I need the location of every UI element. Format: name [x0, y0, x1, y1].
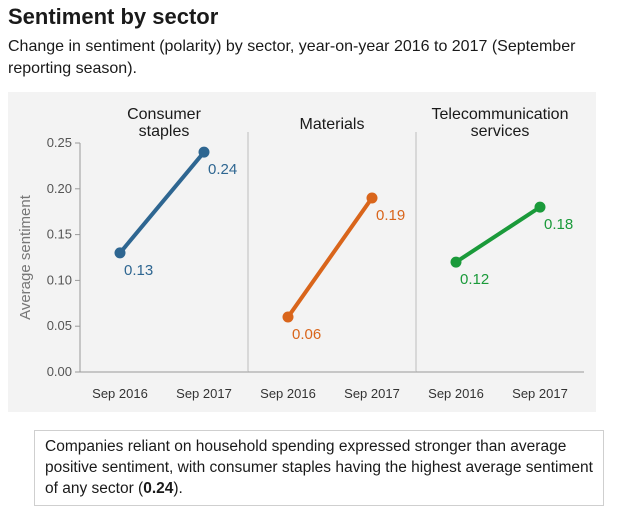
- data-label: 0.18: [544, 216, 573, 233]
- x-tick-label: Sep 2017: [344, 386, 400, 401]
- chart-subtitle: Change in sentiment (polarity) by sector…: [8, 38, 576, 77]
- chart-panel: [8, 92, 596, 412]
- sector-title: staples: [139, 123, 190, 140]
- note-text: Companies reliant on household spending …: [45, 438, 593, 497]
- x-tick-label: Sep 2017: [512, 386, 568, 401]
- data-point: [198, 146, 210, 158]
- y-tick-label: 0.20: [47, 181, 72, 196]
- data-point: [282, 311, 294, 323]
- series-line: [286, 195, 374, 320]
- x-tick-label: Sep 2017: [176, 386, 232, 401]
- x-tick-label: Sep 2016: [428, 386, 484, 401]
- sector-title: services: [471, 123, 530, 140]
- data-label: 0.19: [376, 207, 405, 224]
- note-highlight: 0.24: [143, 480, 174, 497]
- y-tick-label: 0.10: [47, 272, 72, 287]
- data-point: [534, 201, 546, 213]
- sector-title: Consumer: [127, 106, 201, 123]
- commentary-note: Companies reliant on household spending …: [34, 430, 604, 506]
- y-tick-label: 0.25: [47, 135, 72, 150]
- y-tick-label: 0.05: [47, 318, 72, 333]
- sector-title: Telecommunication: [432, 106, 569, 123]
- y-tick-label: 0.15: [47, 227, 72, 242]
- series-line: [118, 150, 206, 255]
- sector-title: Materials: [300, 116, 365, 133]
- series-line: [454, 205, 542, 265]
- sentiment-chart: 0.00 0.05 0.10 0.15 0.20 0.25 Average sentimen…: [17, 106, 584, 401]
- data-label: 0.06: [292, 326, 321, 343]
- x-tick-label: Sep 2016: [260, 386, 316, 401]
- note-text-end: ).: [173, 480, 183, 497]
- y-tick-label: 0.00: [47, 364, 72, 379]
- data-label: 0.13: [124, 262, 153, 279]
- data-point: [114, 247, 126, 259]
- data-point: [366, 192, 378, 204]
- chart-title: Sentiment by sector: [8, 4, 219, 29]
- data-point: [450, 256, 462, 268]
- x-tick-label: Sep 2016: [92, 386, 148, 401]
- data-label: 0.12: [460, 271, 489, 288]
- sector-panel: Materials Sep 2016 Sep 2017 0.06 0.19: [247, 116, 416, 401]
- data-label: 0.24: [208, 161, 237, 178]
- y-axis-title: Average sentiment: [17, 194, 34, 320]
